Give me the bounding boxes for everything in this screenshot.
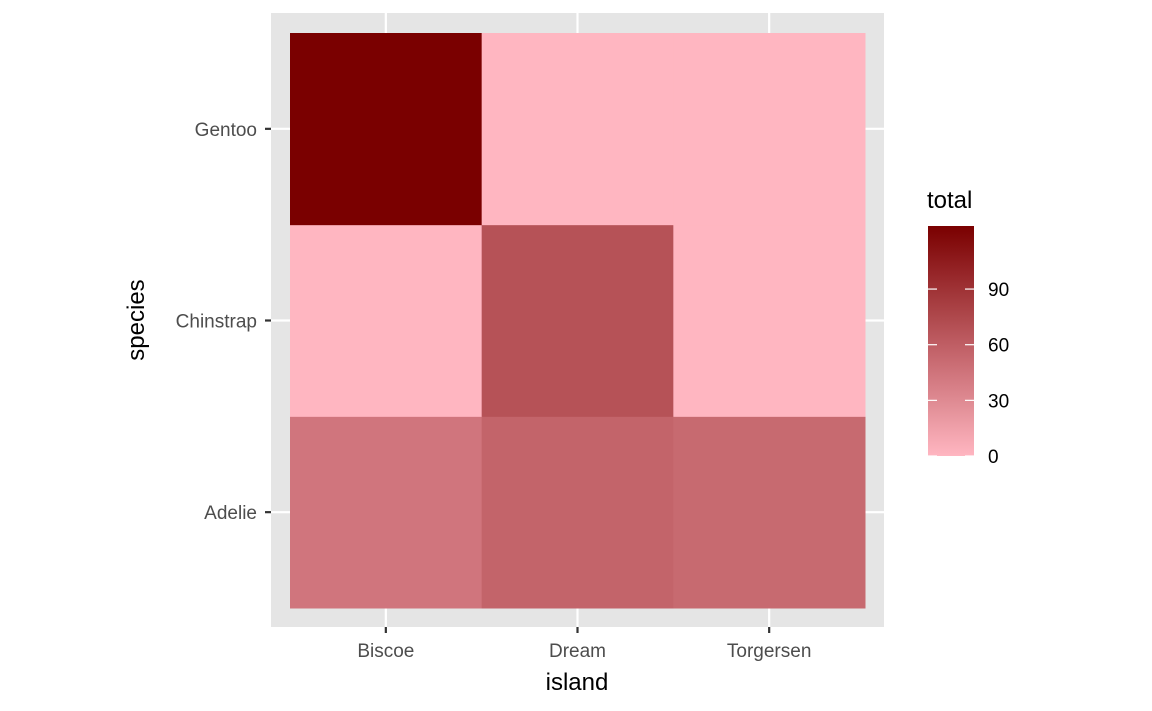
y-tick-label-gentoo: Gentoo [195,120,257,141]
legend: total 0 30 60 90 [927,187,1009,468]
y-axis: Adelie Chinstrap Gentoo [176,120,271,524]
legend-label-90: 90 [988,280,1009,301]
tile-torgersen-gentoo [673,33,866,226]
tile-dream-gentoo [481,33,674,226]
tile-biscoe-gentoo [290,33,483,226]
x-tick-label-dream: Dream [549,641,606,662]
x-axis: Biscoe Dream Torgersen [357,627,811,662]
legend-label-60: 60 [988,336,1009,357]
tile-torgersen-chinstrap [673,224,866,417]
legend-ticks: 0 30 60 90 [928,280,1009,468]
x-tick-label-torgersen: Torgersen [727,641,812,662]
heatmap-tiles [290,33,866,609]
tile-dream-chinstrap [481,224,674,417]
legend-label-0: 0 [988,447,999,468]
tile-biscoe-adelie [290,416,483,609]
tile-dream-adelie [481,416,674,609]
y-tick-label-chinstrap: Chinstrap [176,312,257,333]
legend-label-30: 30 [988,391,1009,412]
tile-biscoe-chinstrap [290,224,483,417]
y-tick-label-adelie: Adelie [204,503,257,524]
y-axis-title: species [123,279,150,360]
x-axis-title: island [546,669,609,696]
x-tick-label-biscoe: Biscoe [357,641,414,662]
tile-torgersen-adelie [673,416,866,609]
legend-colorbar [928,226,974,456]
legend-title: total [927,187,972,214]
